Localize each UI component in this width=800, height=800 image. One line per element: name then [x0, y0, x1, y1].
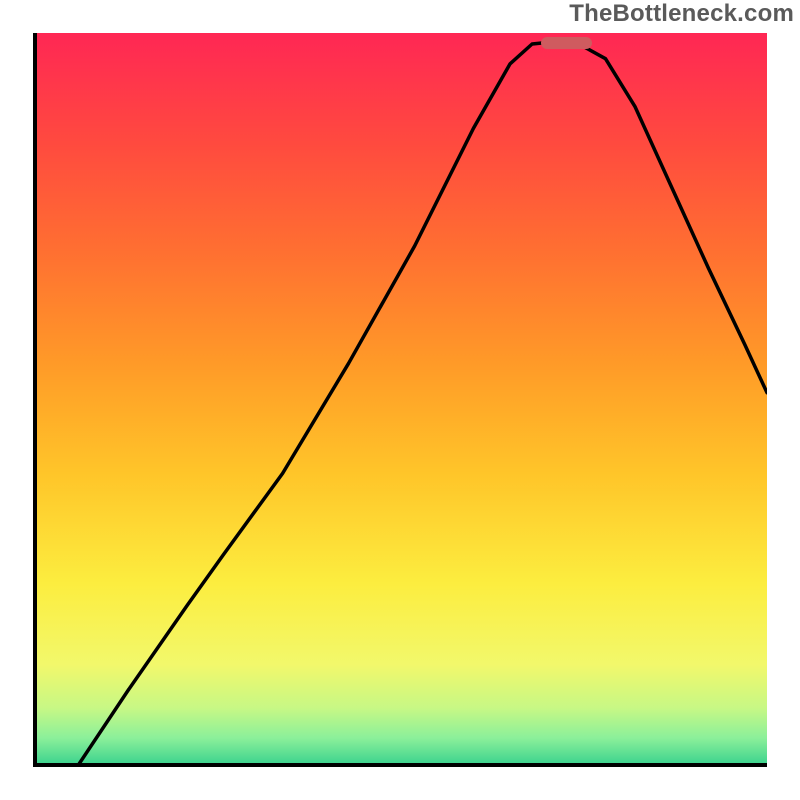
- gradient-background: [33, 33, 767, 767]
- watermark-text: TheBottleneck.com: [569, 0, 794, 28]
- highlight-marker: [541, 37, 592, 49]
- plot-svg: [33, 33, 767, 767]
- chart-container: TheBottleneck.com: [0, 0, 800, 800]
- plot-area: [33, 33, 767, 767]
